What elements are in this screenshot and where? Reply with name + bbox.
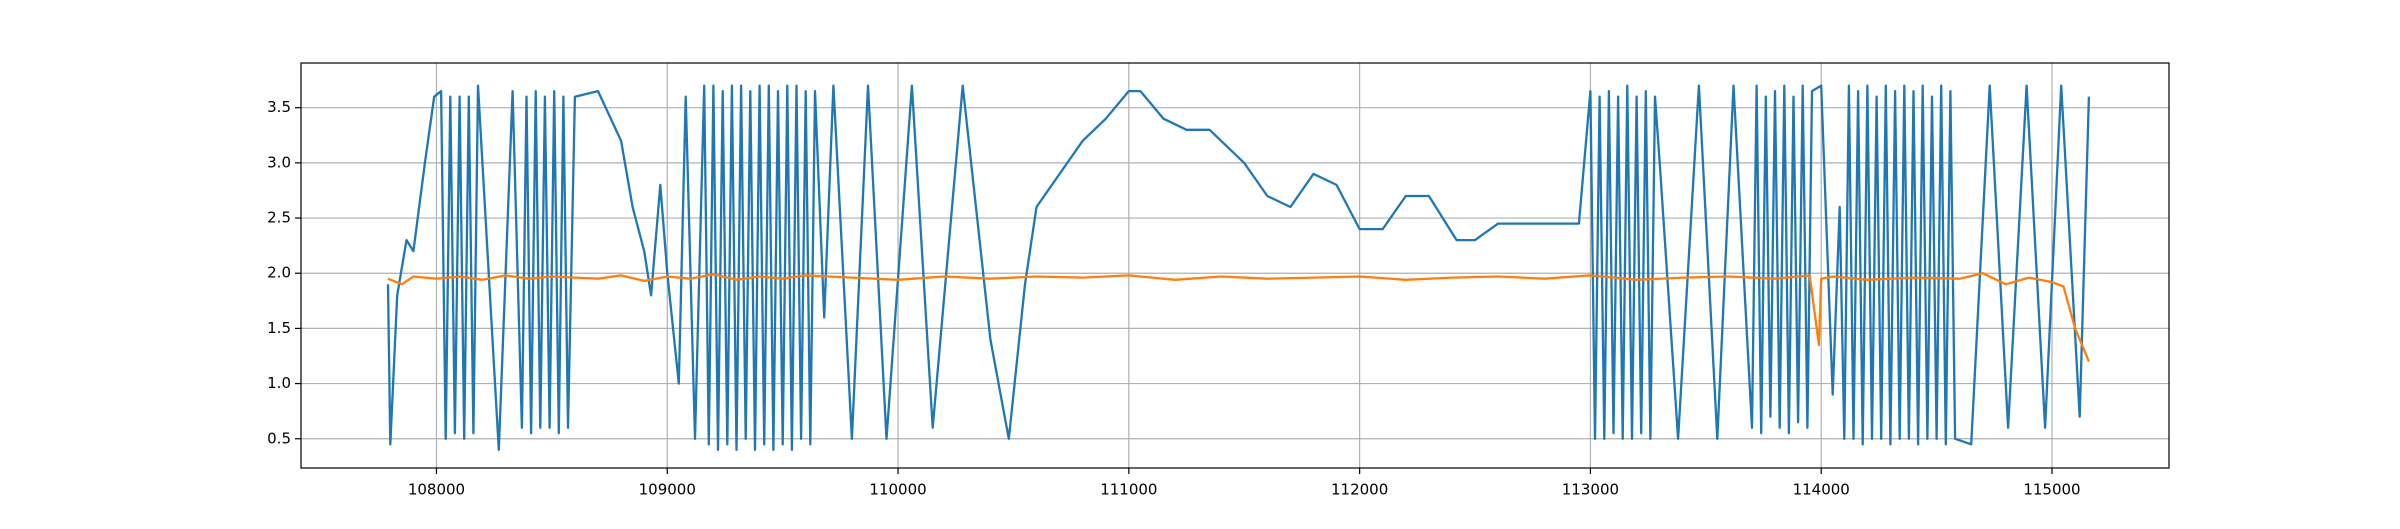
y-tick-label: 1.5 xyxy=(267,319,291,337)
plot-frame xyxy=(300,62,2170,469)
x-tick-label: 108000 xyxy=(408,481,465,499)
x-tick-label: 111000 xyxy=(1100,481,1157,499)
x-tick-label: 109000 xyxy=(639,481,696,499)
x-tick-label: 110000 xyxy=(869,481,926,499)
x-tick-label: 115000 xyxy=(2023,481,2080,499)
y-tick-label: 3.5 xyxy=(267,98,291,116)
x-tick-label: 114000 xyxy=(1793,481,1850,499)
x-tick-label: 113000 xyxy=(1562,481,1619,499)
series-line xyxy=(386,84,2091,451)
y-tick-label: 3.0 xyxy=(267,153,291,171)
y-tick-label: 1.0 xyxy=(267,374,291,392)
y-tick-label: 2.5 xyxy=(267,209,291,227)
x-tick-label: 112000 xyxy=(1331,481,1388,499)
series-line xyxy=(387,272,2090,362)
y-tick-label: 0.5 xyxy=(267,429,291,447)
y-tick-label: 2.0 xyxy=(267,264,291,282)
